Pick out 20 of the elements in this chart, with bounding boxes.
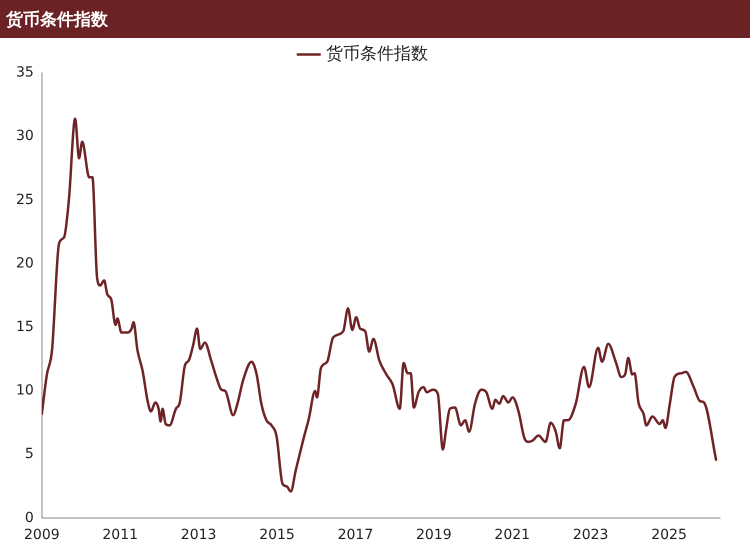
x-tick-label: 2011 <box>102 527 138 544</box>
y-tick-label: 30 <box>16 128 34 144</box>
x-tick-label: 2015 <box>259 527 295 544</box>
x-tick-label: 2017 <box>338 527 374 544</box>
y-tick-label: 0 <box>24 510 34 526</box>
chart-title: 货币条件指数 <box>0 0 750 38</box>
y-tick-label: 15 <box>16 319 34 336</box>
legend-label: 货币条件指数 <box>326 44 428 64</box>
x-tick-label: 2019 <box>416 527 452 544</box>
x-tick-label: 2025 <box>651 527 687 544</box>
x-tick-label: 2021 <box>494 527 530 544</box>
line-series <box>42 118 718 493</box>
y-tick-label: 20 <box>16 255 34 272</box>
x-tick-label: 2023 <box>572 527 608 544</box>
x-tick-label: 2013 <box>180 527 216 544</box>
y-tick-label: 5 <box>24 446 34 462</box>
x-tick-label: 2009 <box>24 527 60 544</box>
y-tick-label: 10 <box>16 382 34 399</box>
y-tick-label: 25 <box>16 192 34 208</box>
y-tick-label: 35 <box>16 64 34 81</box>
